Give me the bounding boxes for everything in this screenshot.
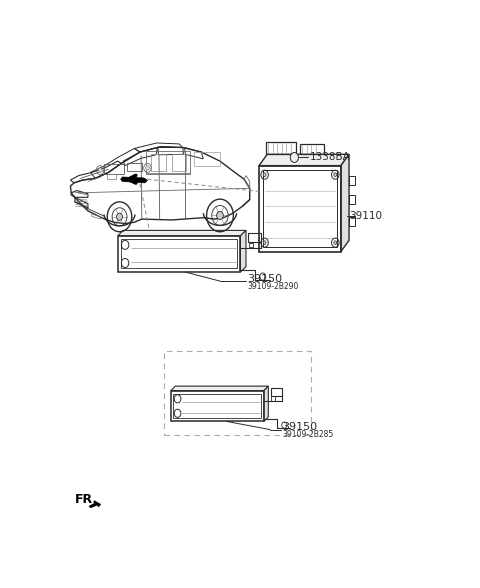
Bar <box>118 236 240 272</box>
Bar <box>145 151 190 174</box>
Polygon shape <box>341 154 349 252</box>
Bar <box>248 233 261 242</box>
Bar <box>349 195 355 205</box>
Circle shape <box>117 213 122 220</box>
Bar <box>271 396 275 400</box>
Text: 39109-2B285: 39109-2B285 <box>282 430 334 439</box>
Bar <box>349 217 355 226</box>
Bar <box>263 170 337 247</box>
Bar <box>171 390 264 422</box>
Bar <box>173 394 261 418</box>
Text: 39150: 39150 <box>247 274 282 284</box>
Bar <box>349 175 355 185</box>
Polygon shape <box>259 154 349 166</box>
Bar <box>120 239 238 268</box>
Bar <box>172 154 186 171</box>
Bar <box>194 152 220 166</box>
Text: 39150: 39150 <box>282 422 318 432</box>
Text: 39109-2B290: 39109-2B290 <box>247 282 299 292</box>
Circle shape <box>216 211 223 219</box>
Bar <box>249 243 253 248</box>
Polygon shape <box>264 386 268 422</box>
Bar <box>259 166 341 252</box>
Polygon shape <box>171 386 268 390</box>
Bar <box>266 142 296 154</box>
Text: FR.: FR. <box>75 493 98 506</box>
Circle shape <box>290 152 299 162</box>
Text: 39110: 39110 <box>348 211 382 220</box>
Bar <box>164 351 311 435</box>
Polygon shape <box>120 177 147 183</box>
Circle shape <box>334 241 337 245</box>
Polygon shape <box>89 501 101 508</box>
Circle shape <box>145 166 149 170</box>
Circle shape <box>334 173 337 176</box>
Bar <box>104 164 124 174</box>
Bar <box>271 388 282 396</box>
Bar <box>151 154 166 171</box>
Circle shape <box>263 241 266 245</box>
Bar <box>107 174 116 179</box>
Circle shape <box>263 173 266 176</box>
Text: 1338BA: 1338BA <box>310 152 351 162</box>
Polygon shape <box>240 230 246 272</box>
Polygon shape <box>118 230 246 236</box>
Bar <box>300 145 324 154</box>
Circle shape <box>98 168 102 172</box>
Bar <box>127 163 142 171</box>
